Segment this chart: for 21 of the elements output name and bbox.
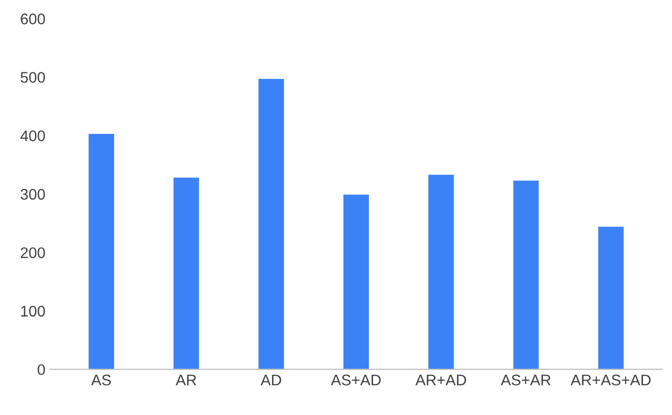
x-tick-label: AS+AD [330, 374, 381, 386]
bar [513, 180, 539, 370]
x-tick-label: AD [260, 374, 282, 386]
y-tick-label: 600 [20, 14, 45, 24]
x-tick-label: AS+AR [500, 374, 551, 386]
y-tick-label: 500 [20, 72, 45, 83]
y-tick-label: 400 [20, 130, 45, 142]
bar [343, 194, 369, 370]
x-tick-label: AR [176, 374, 196, 386]
x-tick-label: AS [91, 374, 111, 386]
x-tick-label: AR+AS+AD [570, 374, 651, 386]
bar [428, 174, 454, 370]
y-tick-label: 200 [20, 247, 45, 258]
x-tick-label: AR+AD [415, 374, 466, 386]
y-tick-label: 300 [20, 188, 45, 200]
bar [88, 134, 114, 370]
bar [598, 226, 624, 370]
bar [258, 78, 284, 370]
y-tick-label: 100 [21, 306, 45, 317]
y-tick-label: 0 [38, 364, 45, 376]
bar [174, 178, 200, 370]
